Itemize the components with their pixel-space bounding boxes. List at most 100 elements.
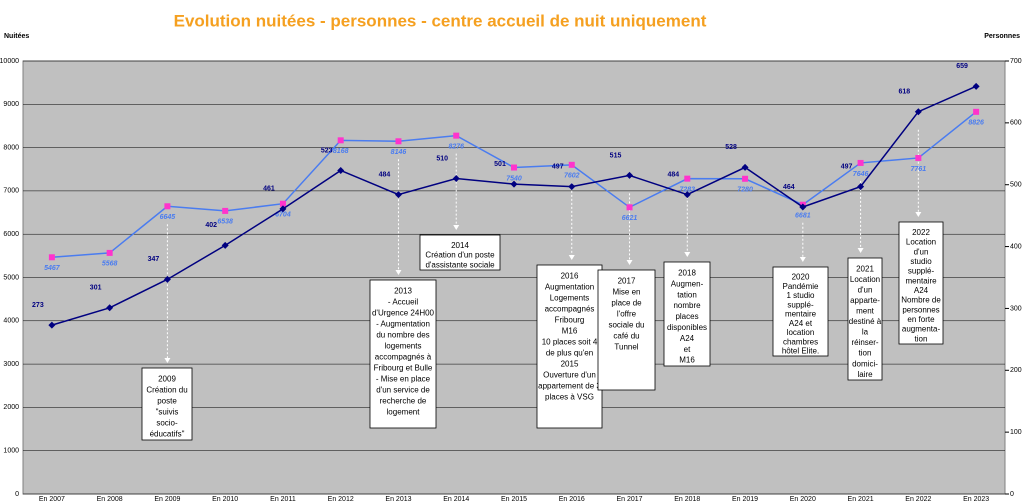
marker [973,108,980,115]
annotation-text: du nombre des [376,331,429,340]
annotation-text: d'assistante sociale [425,260,495,269]
data-label: 6704 [275,212,291,219]
data-label: 8826 [968,120,984,127]
annotation-text: - Mise en place [376,375,431,384]
annotation-arrowhead [395,270,402,275]
annotation-text: Logements [550,294,590,303]
annotation-text: M16 [562,327,578,336]
annotation-text: - Augmentation [376,320,430,329]
marker [741,163,749,171]
annotation-text: 2009 [158,375,176,384]
annotation-text: 2016 [561,272,579,281]
data-label: 528 [725,144,737,151]
y-axis-label: Nuitées [4,33,29,40]
annotation-box [847,257,883,381]
annotation-text: "suivis [156,408,179,417]
annotation-text: Création d'un poste [425,251,495,260]
annotation-arrowhead [857,248,864,253]
annotation-text: de plus qu'en [546,349,593,358]
data-label: 484 [379,171,391,178]
annotation-text: Location [906,238,936,247]
marker [799,203,807,211]
data-label: 8146 [391,149,407,156]
data-label: 273 [32,302,44,309]
y-tick-label: 9000 [3,101,19,108]
annotation-text: chambres [783,337,818,346]
annotation-text: studio [910,257,932,266]
y2-tick-label: 300 [1010,305,1022,312]
annotation-text: supplé- [787,300,814,309]
y2-tick-label: 400 [1010,243,1022,250]
annotation-text: accompagnés à [375,353,432,362]
annotation-text: d'un [858,285,873,294]
annotation-text: laire [857,370,873,379]
data-label: 461 [263,186,275,193]
annotation-text: disponibles [667,323,707,332]
annotation-text: logements [385,342,422,351]
annotation-text: d'Urgence 24H00 [372,309,435,318]
marker [683,191,691,199]
annotation-text: location [787,328,815,337]
annotation-text: A24 et [789,319,813,328]
x-tick-label: En 2017 [616,496,642,503]
annotation-text: personnes [902,305,939,314]
data-label: 6538 [217,219,233,226]
x-tick-label: En 2018 [674,496,700,503]
annotation-text: Création du [146,386,187,395]
annotation-arrowhead [915,212,922,217]
marker [337,137,344,144]
marker [48,321,56,329]
annotation-arrowhead [799,257,806,262]
marker [684,175,691,182]
data-label: 8168 [333,148,349,155]
annotation-text: places à VSG [545,393,594,402]
data-label: 618 [899,89,911,96]
annotation-text: places [675,312,698,321]
marker [222,207,229,214]
marker [48,254,55,261]
annotation-text: Fribourg et Bulle [374,364,433,373]
y-tick-label: 4000 [3,318,19,325]
marker [452,175,460,183]
marker [337,166,345,174]
marker [394,191,402,199]
annotation-text: Augmen- [671,279,704,288]
annotation-box [663,261,711,367]
annotation-text: d'un [914,247,929,256]
chart-title: Evolution nuitées - personnes - centre a… [174,11,707,30]
data-label: 301 [90,285,102,292]
marker [221,241,229,249]
y-tick-label: 3000 [3,361,19,368]
annotation-text: 2021 [856,264,874,273]
annotation-text: ment [856,307,875,316]
annotation-text: 2018 [678,269,696,278]
x-tick-label: En 2020 [790,496,816,503]
y-tick-label: 8000 [3,144,19,151]
annotation-box [597,269,656,391]
annotation-text: A24 [680,334,695,343]
data-label: 6621 [622,215,638,222]
annotation-text: 2020 [792,273,810,282]
data-label: 5568 [102,261,118,268]
annotation-text: la [862,328,869,337]
data-label: 7761 [911,166,927,173]
data-label: 7540 [506,175,522,182]
data-label: 464 [783,184,795,191]
marker [279,205,287,213]
annotation-text: Fribourg [555,316,585,325]
annotation-text: recherche de [380,397,427,406]
data-label: 7646 [853,171,869,178]
annotation-text: Pandémie [782,282,819,291]
x-tick-label: En 2007 [39,496,65,503]
annotation-arrowhead [568,255,575,260]
x-tick-label: En 2011 [270,496,296,503]
x-tick-label: En 2022 [905,496,931,503]
annotation-text: sociale du [608,321,644,330]
annotation-text: 2013 [394,287,412,296]
x-tick-label: En 2019 [732,496,758,503]
data-label: 347 [148,256,160,263]
y2-axis-label: Personnes [984,33,1020,40]
annotation-text: Augmentation [545,283,594,292]
data-label: 7280 [737,187,753,194]
